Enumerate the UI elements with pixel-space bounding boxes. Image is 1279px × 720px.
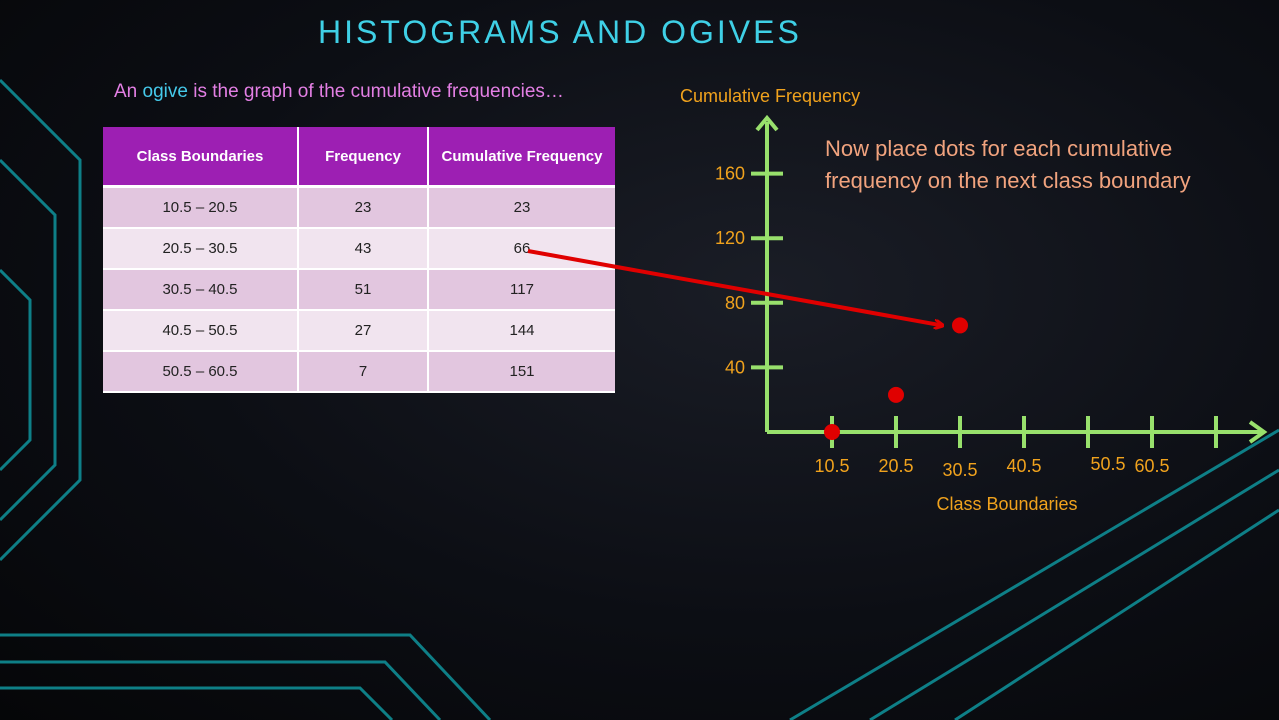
table-cell: 23 [298,186,429,229]
x-axis-arrowhead [1248,420,1268,444]
table-cell: 20.5 – 30.5 [103,228,299,270]
table-cell: 50.5 – 60.5 [103,351,299,393]
x-tick-label: 10.5 [814,456,849,476]
y-tick-label: 160 [715,164,745,184]
subtitle-post: is the graph of the cumulative frequenci… [187,81,564,102]
table-cell: 51 [298,269,429,311]
deco-line [954,508,1279,720]
x-tick-label: 30.5 [942,460,977,480]
data-point [952,317,968,334]
table-row: 20.5 – 30.5 43 66 [103,228,615,270]
subtitle-highlight: ogive [142,81,188,102]
table-cell: 23 [428,186,615,229]
y-tick-label: 120 [715,228,745,248]
table-cell: 66 [428,228,615,270]
deco-line [0,660,442,720]
slide-title: HISTOGRAMS AND OGIVES [318,14,802,50]
table-cell: 30.5 – 40.5 [103,269,299,311]
table-row: 10.5 – 20.5 23 23 [103,186,615,229]
subtitle-pre: An [114,81,143,102]
x-tick-label: 50.5 [1090,454,1125,474]
data-point [888,386,904,403]
table-row: 30.5 – 40.5 51 117 [103,269,615,311]
y-tick-label: 80 [725,293,745,313]
table-cell: 10.5 – 20.5 [103,186,299,229]
table-cell: 7 [298,351,429,393]
x-tick-label: 20.5 [878,456,913,476]
deco-line [789,428,1279,720]
frequency-table: Class Boundaries Frequency Cumulative Fr… [103,127,615,393]
x-axis-label: Class Boundaries [936,494,1077,514]
x-tick-label: 40.5 [1006,456,1041,476]
deco-line [0,633,492,720]
header-frequency: Frequency [298,127,429,188]
deco-line [0,78,82,562]
deco-line [869,468,1279,720]
deco-line [0,686,394,720]
table-cell: 40.5 – 50.5 [103,310,299,352]
table-row: 50.5 – 60.5 7 151 [103,351,615,393]
deco-line [0,268,32,472]
instruction-note: Now place dots for each cumulative frequ… [825,136,1191,193]
annotation-arrow [527,249,942,325]
header-cumulative-frequency: Cumulative Frequency [428,127,615,188]
table-header-row: Class Boundaries Frequency Cumulative Fr… [103,127,615,188]
x-tick-label: 60.5 [1134,456,1169,476]
y-tick-label: 40 [725,357,745,377]
deco-line [0,158,57,522]
table-cell: 43 [298,228,429,270]
table-cell: 27 [298,310,429,352]
header-class-boundaries: Class Boundaries [103,127,299,188]
table-cell: 144 [428,310,615,352]
data-point [824,424,840,440]
y-axis-arrowhead [755,114,779,132]
table-cell: 117 [428,269,615,311]
slide-subtitle: An ogive is the graph of the cumulative … [114,81,564,103]
y-axis-label: Cumulative Frequency [680,86,860,106]
table-cell: 151 [428,351,615,393]
table-row: 40.5 – 50.5 27 144 [103,310,615,352]
